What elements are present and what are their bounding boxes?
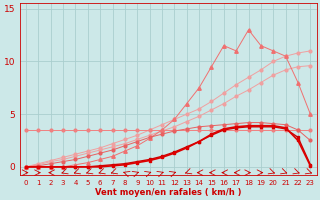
X-axis label: Vent moyen/en rafales ( km/h ): Vent moyen/en rafales ( km/h ) — [95, 188, 241, 197]
